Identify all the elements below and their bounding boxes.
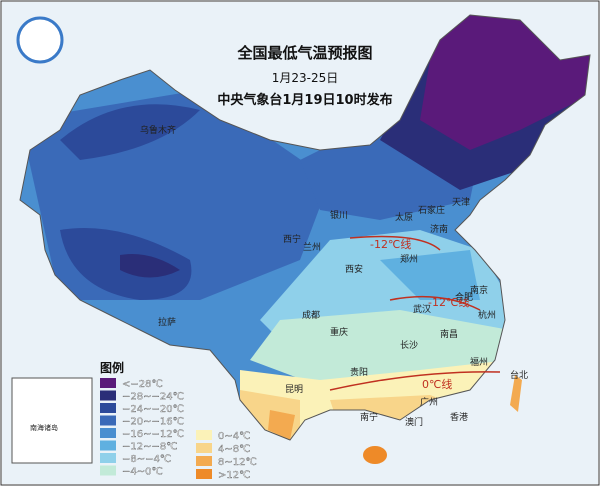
legend-label: 4~8℃ xyxy=(218,444,250,455)
isoline xyxy=(389,295,481,311)
legend-swatch xyxy=(100,440,116,451)
inset xyxy=(11,377,93,464)
legend-swatch xyxy=(196,469,212,479)
city-label: 拉萨 xyxy=(158,316,176,328)
legend-swatch xyxy=(100,465,116,476)
border xyxy=(19,14,591,441)
city-label: 成都 xyxy=(302,309,320,321)
city-label: 香港 xyxy=(450,411,468,423)
legend-label: −12~−8℃ xyxy=(122,442,177,453)
city-label: 杭州 xyxy=(478,309,496,321)
legend-swatch xyxy=(100,415,116,426)
city-label: 南宁 xyxy=(360,411,378,423)
legend-label: >12℃ xyxy=(218,470,250,481)
isoline xyxy=(329,371,501,391)
city-label: 济南 xyxy=(430,223,448,235)
city-label: 郑州 xyxy=(400,253,418,265)
title: 全国最低气温预报图 xyxy=(236,44,372,62)
city-label: 合肥 xyxy=(455,291,473,303)
city-label: 石家庄 xyxy=(418,204,445,216)
legend-label: −28~−24℃ xyxy=(122,392,184,403)
city-label: 天津 xyxy=(452,197,470,208)
legend-label: 8~12℃ xyxy=(218,457,257,468)
city-label: 台北 xyxy=(510,369,528,381)
city-label: 乌鲁木齐 xyxy=(140,124,176,136)
city-label: 贵阳 xyxy=(350,366,368,378)
hainan xyxy=(363,446,387,464)
isoline xyxy=(349,235,441,251)
legend-swatch xyxy=(196,430,212,440)
legend-swatch xyxy=(100,428,116,438)
legend-label: 0~4℃ xyxy=(218,431,250,442)
city-label: 重庆 xyxy=(330,326,348,338)
isoline-label: -12℃线 xyxy=(370,237,411,251)
legend-swatch xyxy=(100,390,116,401)
legend-swatch xyxy=(196,456,212,466)
city-label: 西宁 xyxy=(283,233,301,245)
city-label: 昆明 xyxy=(285,384,303,395)
legend-swatch xyxy=(100,453,116,463)
city-label: 长沙 xyxy=(400,339,418,351)
city-label: 澳门 xyxy=(405,416,423,428)
taiwan xyxy=(510,375,522,412)
city-label: 南京 xyxy=(470,284,488,296)
legend-title: 图例 xyxy=(100,360,124,375)
issuer: 中央气象台1月19日10时发布 xyxy=(217,92,392,108)
period: 1月23-25日 xyxy=(272,71,339,85)
city-label: 太原 xyxy=(395,211,413,223)
logo xyxy=(16,16,64,64)
legend-label: −24~−20℃ xyxy=(122,404,184,415)
legend-swatch xyxy=(100,403,116,413)
legend-label: −20~−16℃ xyxy=(122,417,184,428)
legend-swatch xyxy=(100,378,116,388)
legend-label: −4~0℃ xyxy=(122,467,163,478)
city-label: 广州 xyxy=(420,396,438,408)
city-label: 西安 xyxy=(345,263,363,275)
legend-label: −8~−4℃ xyxy=(122,454,171,465)
isoline-label: 0℃线 xyxy=(422,377,452,391)
city-label: 兰州 xyxy=(303,241,321,253)
city-label: 武汉 xyxy=(413,303,431,315)
legend-label: <−28℃ xyxy=(122,379,163,390)
legend-swatch xyxy=(196,443,212,453)
city-label: 福州 xyxy=(470,356,488,368)
inset-label: 南海诸岛 xyxy=(30,423,58,432)
city-label: 南昌 xyxy=(440,328,458,340)
city-label: 银川 xyxy=(330,209,348,221)
legend-label: −16~−12℃ xyxy=(122,429,184,440)
isoline-label: -12℃线 xyxy=(428,295,469,309)
